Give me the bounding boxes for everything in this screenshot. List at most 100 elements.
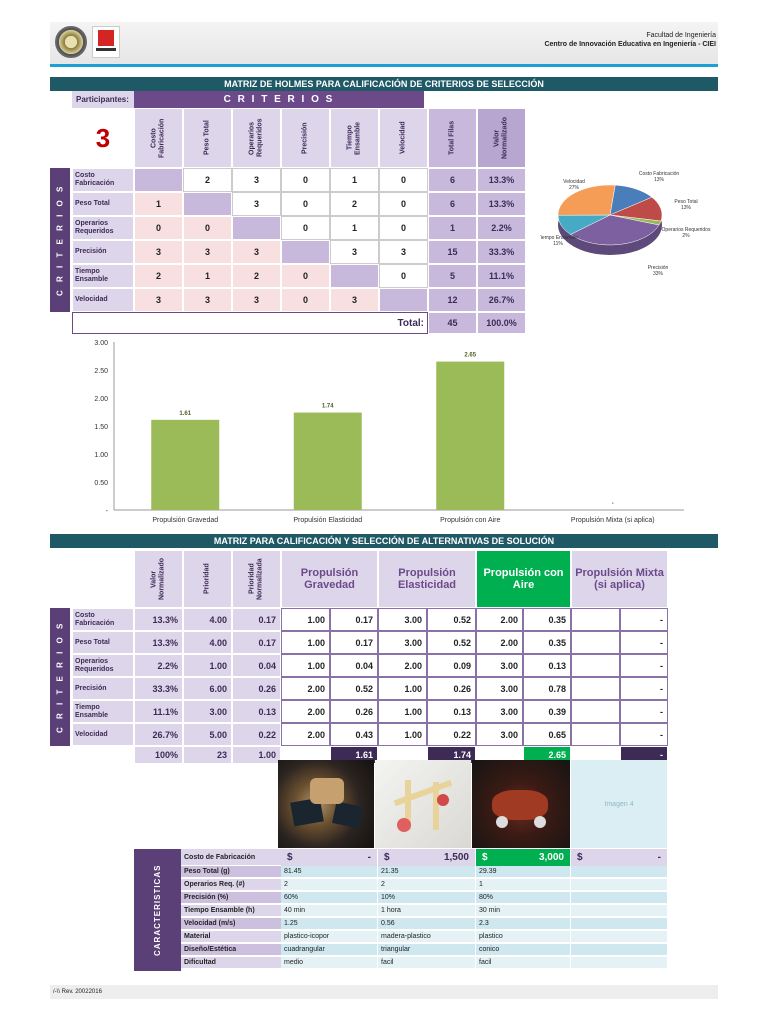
column-header: Precisión [281, 108, 330, 168]
characteristic-value: 1 [476, 879, 571, 891]
alternative-score [571, 654, 620, 677]
alternative-header: Propulsión Gravedad [281, 550, 378, 608]
alternative-score [571, 700, 620, 723]
alternative-header: Propulsión con Aire [476, 550, 571, 608]
characteristic-value: 40 min [281, 905, 378, 917]
column-header: Valor Normalizado [134, 550, 183, 608]
criterion-value: 0.22 [232, 723, 281, 746]
matrix-cell: 2 [134, 264, 183, 288]
row-normalized: 13.3% [477, 168, 526, 192]
column-header: Costo Fabricación [134, 108, 183, 168]
characteristic-value [571, 892, 668, 904]
alternative-score: 1.00 [378, 700, 427, 723]
matrix-cell: 0 [134, 216, 183, 240]
matrix-cell: 0 [281, 264, 330, 288]
characteristic-value: 81.45 [281, 866, 378, 878]
alternative-score: 0.26 [330, 700, 378, 723]
pie-slice [557, 184, 616, 216]
alternative-score: 2.00 [281, 723, 330, 746]
alternative-score: 3.00 [476, 677, 523, 700]
row-total: 6 [428, 168, 477, 192]
criterion-value: 5.00 [183, 723, 232, 746]
page-header [50, 22, 718, 64]
pie-slice-label: Precisión [648, 265, 669, 271]
image4-placeholder: Imagen 4 [571, 760, 667, 848]
cost-cell: $1,500 [378, 849, 476, 866]
criterion-value: 0.13 [232, 700, 281, 723]
matrix-cell: 3 [183, 240, 232, 264]
characteristic-label: Operarios Req. (#) [181, 879, 281, 891]
alternative-score: 0.65 [523, 723, 571, 746]
bar-value-label: 1.61 [179, 411, 191, 417]
row-normalized: 13.3% [477, 192, 526, 216]
characteristic-value: 10% [378, 892, 476, 904]
matrix-cell [134, 168, 183, 192]
matrix-cell: 3 [379, 240, 428, 264]
matrix-cell: 3 [232, 288, 281, 312]
row-total: 5 [428, 264, 477, 288]
center-name: Centro de Innovación Educativa en Ingeni… [544, 41, 716, 48]
row-label: Operarios Requeridos [72, 654, 134, 677]
characteristic-value: 2 [378, 879, 476, 891]
matrix-cell [330, 264, 379, 288]
alternative-score: 1.00 [378, 677, 427, 700]
matrix-cell: 3 [134, 240, 183, 264]
column-header: Prioridad [183, 550, 232, 608]
y-tick-label: 3.00 [94, 340, 108, 347]
criterion-value: 0.04 [232, 654, 281, 677]
column-header: Valor Normalizado [477, 108, 526, 168]
characteristic-value: 1.25 [281, 918, 378, 930]
alternative-score: - [620, 700, 668, 723]
alternative-score [571, 723, 620, 746]
characteristic-label: Dificultad [181, 957, 281, 969]
characteristic-value [571, 905, 668, 917]
pie-slice-label: Peso Total [674, 199, 697, 205]
pie-slice-label: Tiempo Ensamble [540, 235, 578, 241]
characteristic-value: 21.35 [378, 866, 476, 878]
row-normalized: 2.2% [477, 216, 526, 240]
bar-value-label: 2.65 [464, 353, 476, 359]
characteristic-value [571, 918, 668, 930]
matrix1-title: MATRIZ DE HOLMES PARA CALIFICACIÓN DE CR… [50, 77, 718, 91]
row-label: Velocidad [72, 288, 134, 312]
characteristic-label: Diseño/Estética [181, 944, 281, 956]
row-label: Peso Total [72, 192, 134, 216]
currency-symbol: $ [482, 852, 488, 863]
total-value: 1.00 [232, 746, 281, 764]
matrix-cell: 3 [232, 168, 281, 192]
currency-symbol: $ [287, 852, 293, 863]
characteristic-value [571, 866, 668, 878]
footer-revision: /-\\ Rev. 20022016 [50, 985, 718, 999]
matrix-cell: 3 [232, 240, 281, 264]
x-category-label: Propulsión Elasticidad [293, 517, 362, 524]
criterion-value: 6.00 [183, 677, 232, 700]
matrix-cell: 1 [134, 192, 183, 216]
pie-slice-pct: 27% [569, 185, 580, 191]
alternative-score: 2.00 [378, 654, 427, 677]
alternative-score: 0.43 [330, 723, 378, 746]
criterion-value: 0.26 [232, 677, 281, 700]
cost-value: - [367, 852, 371, 863]
matrix-cell: 1 [330, 168, 379, 192]
bar [293, 412, 362, 510]
criterion-value: 1.00 [183, 654, 232, 677]
matrix-cell: 3 [330, 240, 379, 264]
matrix-cell: 0 [379, 192, 428, 216]
autonoma-logo [92, 26, 120, 58]
matrix-cell: 0 [281, 192, 330, 216]
matrix-cell: 0 [379, 216, 428, 240]
alternative-score: 0.52 [330, 677, 378, 700]
characteristic-label: Peso Total (g) [181, 866, 281, 878]
alternative-score: 0.13 [523, 654, 571, 677]
criterios-header: C R I T E R I O S [134, 91, 424, 108]
bar [151, 419, 220, 510]
characteristic-value: facil [476, 957, 571, 969]
criterion-value: 0.17 [232, 631, 281, 654]
alternative-score: 0.22 [427, 723, 476, 746]
row-label: Peso Total [72, 631, 134, 654]
total-value: 100% [134, 746, 183, 764]
characteristic-value [571, 944, 668, 956]
characteristic-label: Velocidad (m/s) [181, 918, 281, 930]
characteristic-value: 2 [281, 879, 378, 891]
